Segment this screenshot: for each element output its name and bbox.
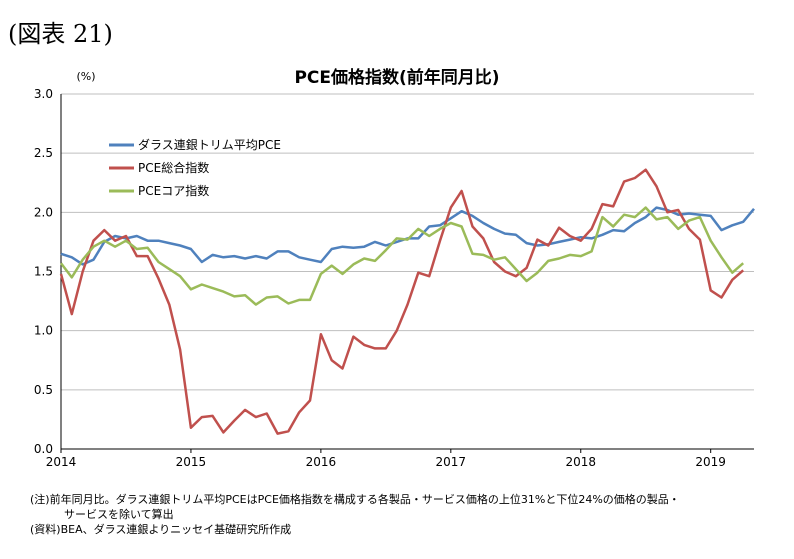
y-tick-label: 2.0	[34, 205, 53, 219]
x-tick-label: 2018	[565, 455, 596, 469]
x-tick-label: 2019	[695, 455, 726, 469]
x-tick-label: 2014	[46, 455, 77, 469]
y-tick-label: 0.5	[34, 383, 53, 397]
notes: (注)前年同月比。ダラス連銀トリム平均PCEはPCE価格指数を構成する各製品・サ…	[30, 492, 680, 537]
y-unit-label: (%)	[76, 70, 95, 83]
series-line-3	[60, 206, 745, 306]
x-axis-ticks: 2014 2015 2016 2017 2018 2019	[46, 449, 726, 469]
legend: ダラス連銀トリム平均PCE PCE総合指数 PCEコア指数	[109, 137, 281, 198]
series-lines	[59, 168, 755, 435]
legend-label-1: ダラス連銀トリム平均PCE	[138, 137, 281, 152]
series-line-1	[60, 206, 755, 266]
note-line-2: サービスを除いて算出	[64, 508, 174, 521]
note-line-1: (注)前年同月比。ダラス連銀トリム平均PCEはPCE価格指数を構成する各製品・サ…	[30, 493, 680, 506]
series-line-2	[59, 168, 745, 435]
x-tick-label: 2016	[306, 455, 337, 469]
legend-label-3: PCEコア指数	[138, 183, 209, 198]
legend-label-2: PCE総合指数	[138, 160, 209, 175]
y-axis-ticks: 0.0 0.5 1.0 1.5 2.0 2.5 3.0	[34, 87, 53, 456]
x-tick-label: 2015	[176, 455, 207, 469]
y-tick-label: 3.0	[34, 87, 53, 101]
y-tick-label: 0.0	[34, 442, 53, 456]
y-tick-label: 1.5	[34, 265, 53, 279]
y-tick-label: 2.5	[34, 146, 53, 160]
source-line: (資料)BEA、ダラス連銀よりニッセイ基礎研究所作成	[30, 523, 292, 536]
figure-label: (図表 21)	[8, 20, 113, 48]
chart-title: PCE価格指数(前年同月比)	[294, 67, 499, 88]
y-tick-label: 1.0	[34, 324, 53, 338]
x-tick-label: 2017	[436, 455, 467, 469]
